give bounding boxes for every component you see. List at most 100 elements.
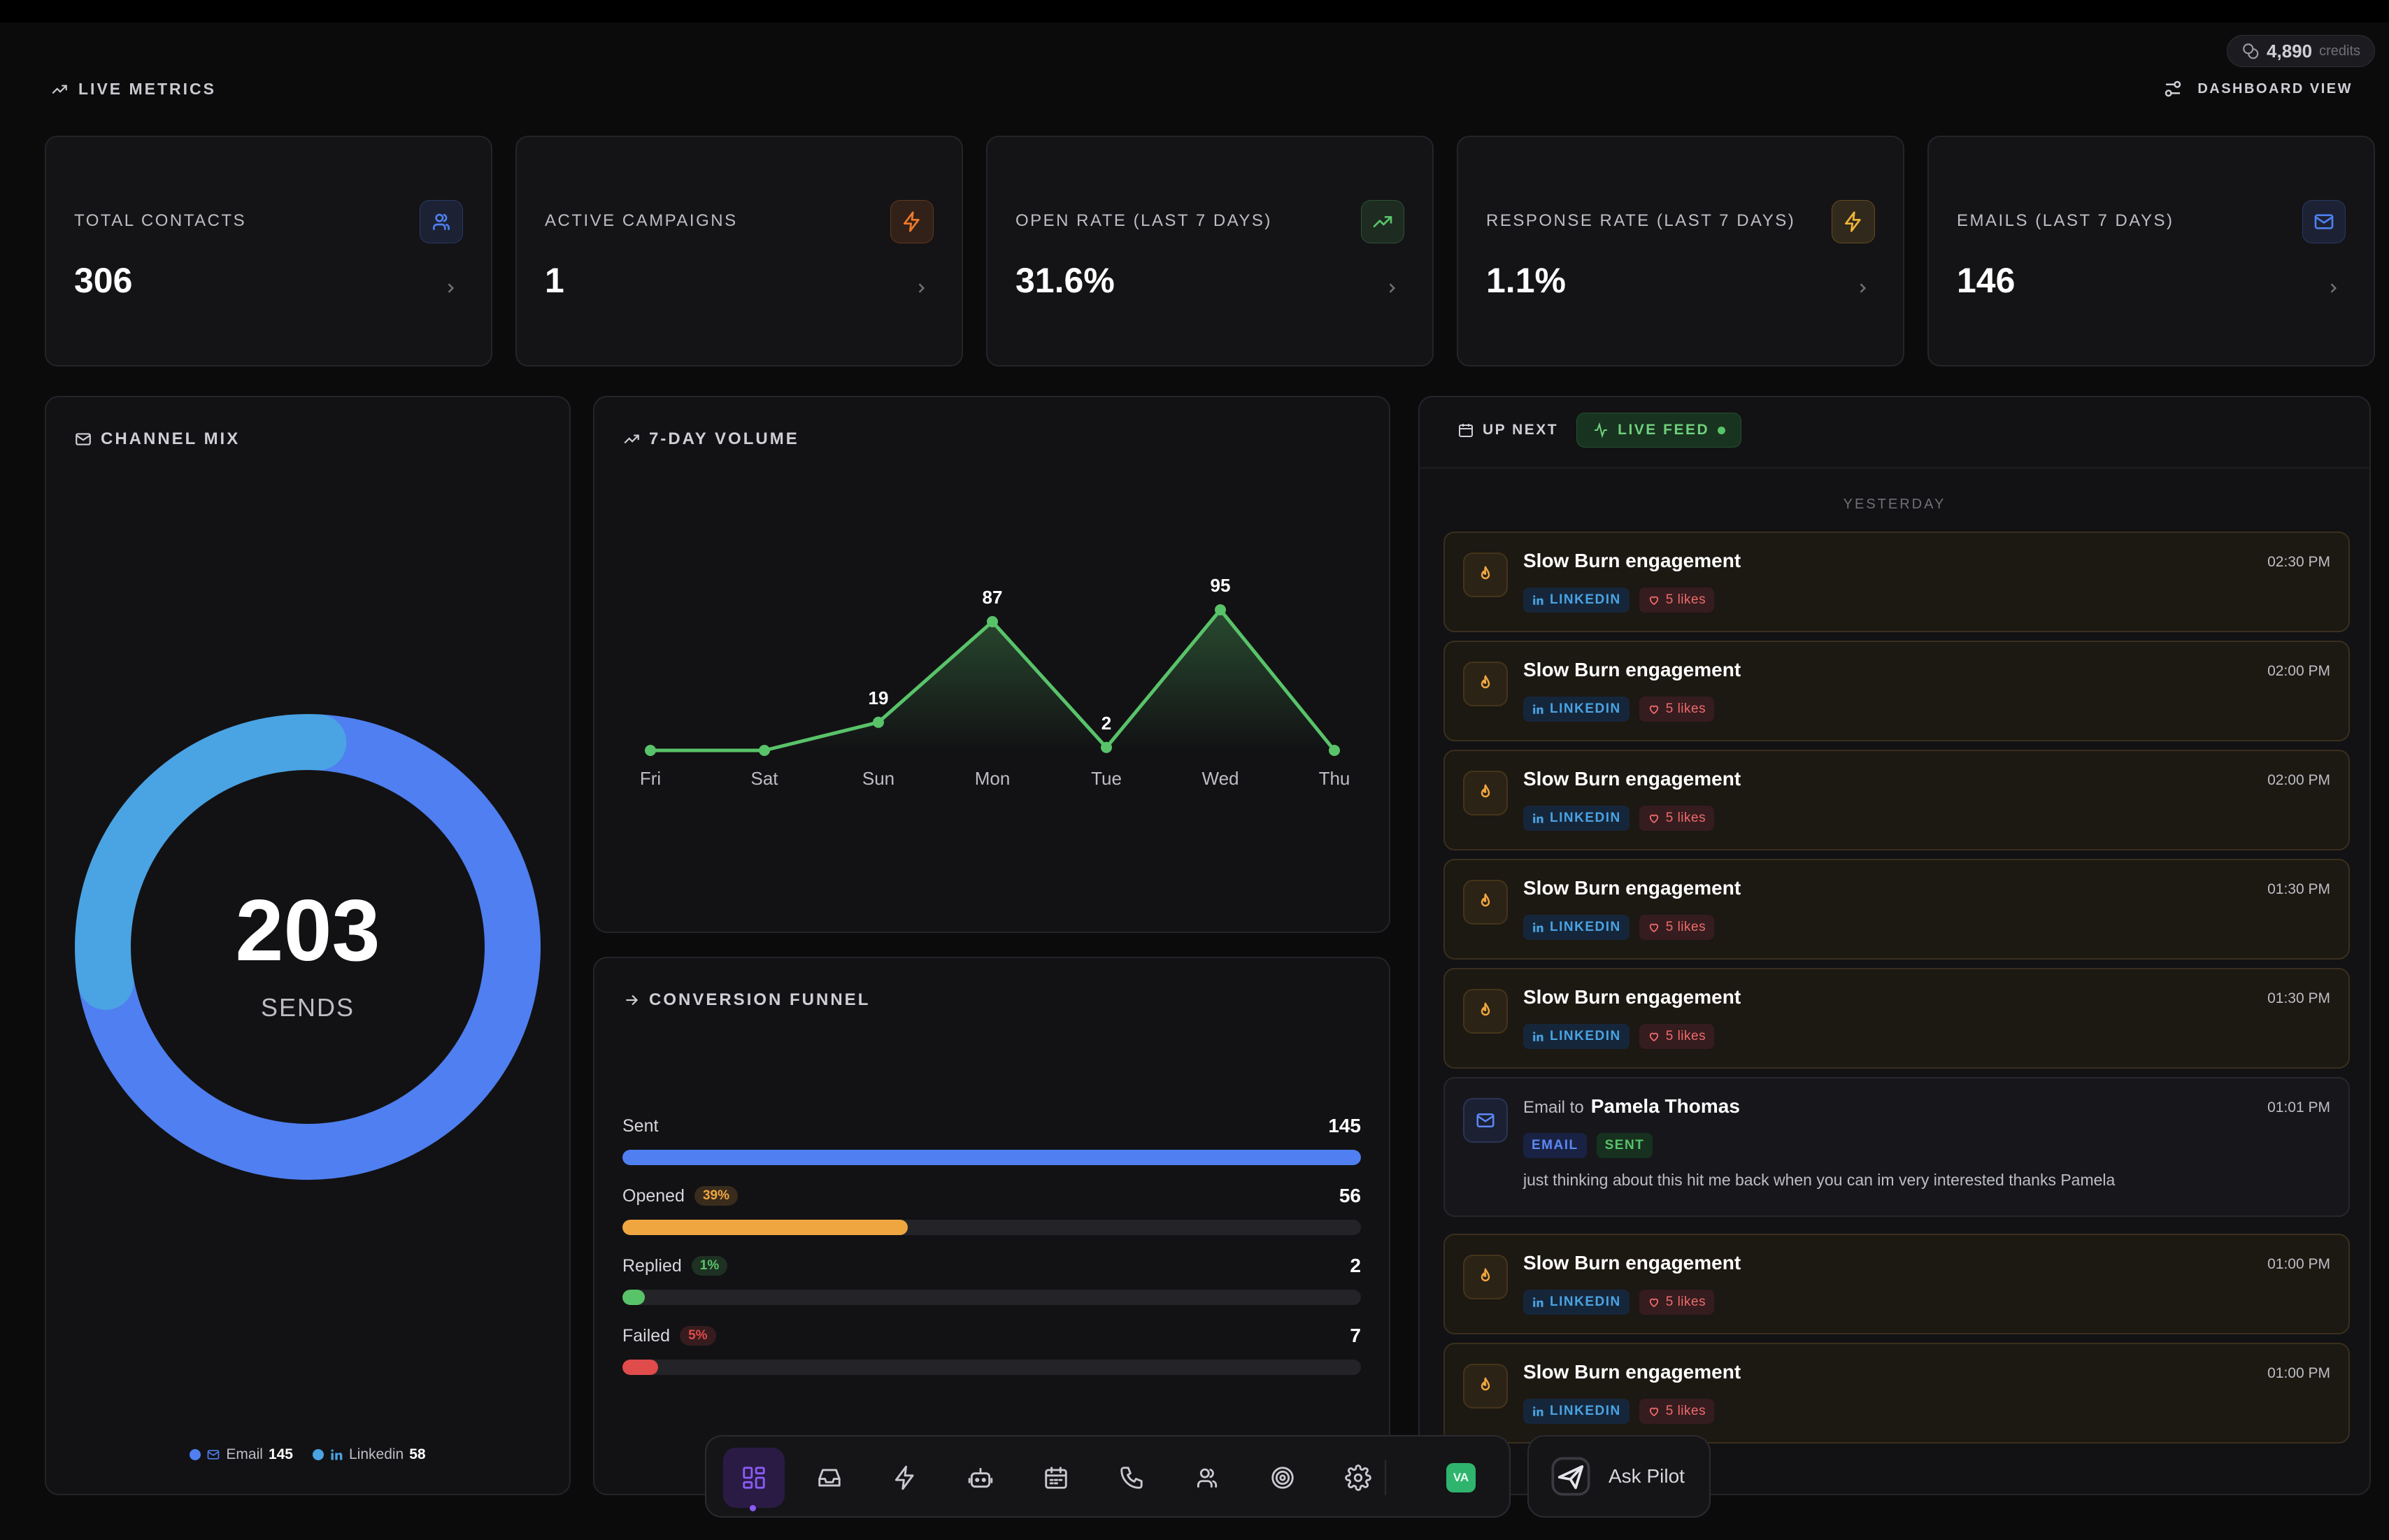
nav-separator	[1385, 1460, 1386, 1495]
trend-up-icon	[624, 434, 639, 444]
likes-tag-label: 5 likes	[1665, 701, 1706, 716]
nav-button-bot[interactable]	[950, 1448, 1011, 1508]
nav-button-phone[interactable]	[1101, 1448, 1162, 1508]
channel-tag-label: LINKEDIN	[1550, 920, 1621, 934]
flame-icon	[1475, 783, 1496, 804]
nav-active-dot	[750, 1505, 756, 1511]
credits-badge[interactable]: 4,890 credits	[2227, 35, 2375, 67]
volume-point[interactable]	[987, 615, 998, 627]
funnel-row-sent: Sent 145	[622, 1112, 1361, 1165]
x-tick-label: Sat	[750, 768, 778, 789]
nav-button-gear[interactable]	[1327, 1448, 1389, 1508]
channel-tag: LINKEDIN	[1523, 587, 1629, 613]
nav-button-calendar[interactable]	[1025, 1448, 1087, 1508]
donut-total: 203	[235, 883, 380, 979]
stat-label: OPEN RATE (LAST 7 DAYS)	[1015, 211, 1272, 230]
tab-up-next[interactable]: UP NEXT	[1457, 422, 1558, 439]
feed-item-time: 02:30 PM	[2267, 554, 2330, 570]
volume-point[interactable]	[1101, 741, 1112, 753]
feed-item-engagement[interactable]: Slow Burn engagement 01:00 PM LINKEDIN 5…	[1443, 1343, 2350, 1443]
nav-button-inbox[interactable]	[799, 1448, 860, 1508]
flame-icon	[1475, 1001, 1496, 1022]
nav-button-bolt[interactable]	[874, 1448, 936, 1508]
legend-label: Linkedin	[348, 1446, 404, 1462]
coins-icon	[2243, 43, 2259, 59]
funnel-stage: Failed 5%	[622, 1326, 716, 1346]
linkedin-icon	[1532, 703, 1544, 715]
tab-live-feed[interactable]: LIVE FEED	[1576, 413, 1742, 448]
feed-item-title: Slow Burn engagement	[1523, 986, 1741, 1008]
feed-item-title: Slow Burn engagement	[1523, 768, 1741, 790]
dashboard-view-toggle[interactable]: DASHBOARD VIEW	[2162, 78, 2353, 99]
feed-item-title: Slow Burn engagement	[1523, 1252, 1741, 1274]
feed-tabs: UP NEXT LIVE FEED	[1457, 413, 1742, 448]
channel-tag: LINKEDIN	[1523, 806, 1629, 831]
feed-item-tags: LINKEDIN 5 likes	[1523, 806, 1715, 831]
feed-item-icon-box	[1463, 1364, 1508, 1409]
feed-item-engagement[interactable]: Slow Burn engagement 01:30 PM LINKEDIN 5…	[1443, 968, 2350, 1069]
likes-tag-label: 5 likes	[1665, 1404, 1706, 1418]
mail-icon	[1475, 1110, 1496, 1131]
feed-item-engagement[interactable]: Slow Burn engagement 01:30 PM LINKEDIN 5…	[1443, 859, 2350, 960]
bot-icon	[967, 1464, 994, 1491]
feed-item-icon-box	[1463, 771, 1508, 815]
feed-item-engagement[interactable]: Slow Burn engagement 02:30 PM LINKEDIN 5…	[1443, 532, 2350, 632]
channel-mix-panel: CHANNEL MIX	[45, 396, 571, 1495]
nav-button-dashboard[interactable]	[723, 1448, 785, 1508]
channel-tag: LINKEDIN	[1523, 697, 1629, 722]
volume-point[interactable]	[645, 745, 656, 756]
phone-icon	[1118, 1464, 1145, 1491]
ask-pilot-label: Ask Pilot	[1609, 1465, 1685, 1487]
trend-up-icon	[52, 85, 67, 94]
volume-point[interactable]	[1215, 604, 1226, 615]
feed-item-tags: LINKEDIN 5 likes	[1523, 697, 1715, 722]
stat-card[interactable]: ACTIVE CAMPAIGNS 1	[515, 136, 963, 366]
stat-label: ACTIVE CAMPAIGNS	[545, 211, 738, 230]
volume-area	[650, 610, 1334, 750]
funnel-value: 7	[1350, 1325, 1361, 1346]
paper-plane-icon	[1551, 1457, 1590, 1496]
feed-item-title: Slow Burn engagement	[1523, 877, 1741, 899]
ask-pilot-button[interactable]: Ask Pilot	[1527, 1435, 1711, 1518]
mail-icon	[76, 433, 91, 445]
stat-card[interactable]: RESPONSE RATE (LAST 7 DAYS) 1.1%	[1457, 136, 1904, 366]
feed-item-time: 01:30 PM	[2267, 881, 2330, 897]
linkedin-icon	[1532, 594, 1544, 606]
stat-card[interactable]: OPEN RATE (LAST 7 DAYS) 31.6%	[986, 136, 1434, 366]
feed-item-engagement[interactable]: Slow Burn engagement 02:00 PM LINKEDIN 5…	[1443, 750, 2350, 850]
feed-panel: UP NEXT LIVE FEED YESTERDAY Slow Burn en…	[1418, 396, 2371, 1495]
volume-point[interactable]	[1329, 745, 1340, 756]
feed-item-email[interactable]: Email to Pamela Thomas 01:01 PM EMAIL SEN…	[1443, 1077, 2350, 1217]
stat-card[interactable]: EMAILS (LAST 7 DAYS) 146	[1927, 136, 2375, 366]
nav-button-target[interactable]	[1252, 1448, 1313, 1508]
funnel-stage: Sent	[622, 1116, 658, 1136]
funnel-fill	[622, 1150, 1361, 1165]
funnel-fill	[622, 1290, 645, 1305]
dashboard-view-label: DASHBOARD VIEW	[2197, 80, 2353, 97]
credits-value: 4,890	[2267, 40, 2313, 62]
volume-point[interactable]	[759, 745, 770, 756]
x-tick-label: Wed	[1202, 768, 1239, 789]
feed-item-engagement[interactable]: Slow Burn engagement 02:00 PM LINKEDIN 5…	[1443, 641, 2350, 741]
feed-item-icon-box	[1463, 989, 1508, 1034]
legend-linkedin: Linkedin 58	[312, 1446, 426, 1463]
stat-icon-box	[2302, 200, 2346, 243]
avatar: VA	[1446, 1463, 1476, 1492]
nav-button-users[interactable]	[1176, 1448, 1238, 1508]
stat-card[interactable]: TOTAL CONTACTS 306	[45, 136, 492, 366]
linkedin-icon	[1532, 812, 1544, 825]
stat-value: 1	[545, 261, 564, 300]
linkedin-icon	[331, 1449, 343, 1460]
feed-item-engagement[interactable]: Slow Burn engagement 01:00 PM LINKEDIN 5…	[1443, 1234, 2350, 1334]
channel-tag-label: LINKEDIN	[1550, 701, 1621, 716]
user-avatar-button[interactable]: VA	[1431, 1448, 1491, 1508]
calendar-icon	[1459, 424, 1473, 437]
chevron-right-icon	[1389, 283, 1396, 293]
live-indicator-dot	[1718, 426, 1726, 434]
stat-icon-box	[420, 200, 463, 243]
funnel-row-replied: Replied 1% 2	[622, 1252, 1361, 1305]
volume-point[interactable]	[873, 716, 884, 728]
funnel-panel: CONVERSION FUNNEL Sent 145 Opened 39% 56 …	[593, 957, 1390, 1495]
channel-tag: EMAIL	[1523, 1133, 1587, 1158]
live-metrics-title: LIVE METRICS	[78, 80, 217, 98]
